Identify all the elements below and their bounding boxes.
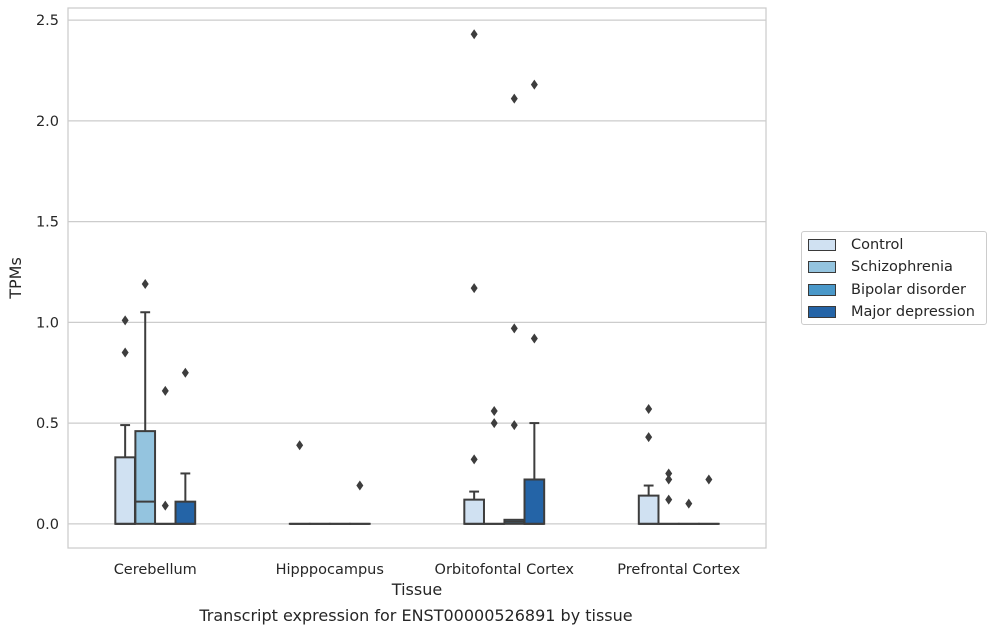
x-axis-label: Tissue — [391, 580, 442, 599]
legend-label-bipolar-disorder: Bipolar disorder — [851, 282, 966, 298]
outlier-point — [705, 474, 713, 485]
outlier-point — [121, 347, 129, 358]
x-tick-label: Prefrontal Cortex — [617, 562, 740, 578]
x-tick-label: Orbitofontal Cortex — [435, 562, 575, 578]
outlier-point — [296, 440, 304, 451]
outlier-point — [510, 420, 518, 431]
legend-label-control: Control — [851, 237, 904, 253]
y-tick-label: 2.5 — [36, 13, 59, 29]
y-tick-labels: 0.0 0.5 1.0 1.5 2.0 2.5 — [36, 13, 59, 533]
box-major-depression-hipppocampus — [349, 480, 371, 525]
legend-swatch-schizophrenia — [808, 261, 836, 273]
box-body — [174, 500, 197, 525]
box-control-cerebellum — [114, 315, 136, 525]
box-bipolar-disorder-orbitofontal-cortex — [503, 93, 526, 525]
legend-item-bipolar-disorder: Bipolar disorder — [808, 281, 966, 299]
box-major-depression-prefrontal-cortex — [698, 474, 720, 525]
y-tick-label: 0.5 — [36, 416, 59, 432]
outlier-point — [645, 403, 653, 414]
outlier-point — [490, 418, 498, 429]
outlier-point — [161, 385, 169, 396]
box-body — [637, 494, 660, 525]
legend-item-major-depression: Major depression — [808, 303, 975, 321]
outlier-point — [530, 79, 538, 90]
outlier-point — [665, 474, 673, 485]
box-body — [463, 498, 485, 525]
legend-swatch-control — [808, 239, 836, 251]
outlier-point — [510, 93, 518, 104]
outlier-point — [645, 432, 653, 443]
outlier-point — [530, 333, 538, 344]
outlier-point — [470, 283, 478, 294]
box-body — [523, 478, 546, 525]
box-major-depression-cerebellum — [174, 367, 197, 525]
outlier-point — [665, 494, 673, 505]
chart-caption: Transcript expression for ENST0000052689… — [199, 606, 633, 625]
legend-label-schizophrenia: Schizophrenia — [851, 259, 953, 275]
outlier-point — [470, 454, 478, 465]
y-tick-label: 2.0 — [36, 114, 59, 130]
box-schizophrenia-cerebellum — [134, 279, 157, 525]
legend-item-control: Control — [808, 236, 903, 254]
x-tick-labels: Cerebellum Hipppocampus Orbitofontal Corte… — [114, 562, 741, 578]
outlier-point — [121, 315, 129, 326]
y-axis-label: TPMs — [6, 257, 25, 300]
outlier-point — [161, 500, 169, 511]
legend-swatch-bipolar-disorder — [808, 284, 836, 296]
outlier-point — [685, 498, 693, 509]
box-schizophrenia-prefrontal-cortex — [657, 468, 680, 525]
outlier-point — [490, 405, 498, 416]
legend-item-schizophrenia: Schizophrenia — [808, 258, 953, 276]
box-major-depression-orbitofontal-cortex — [523, 79, 546, 525]
y-tick-label: 1.0 — [36, 315, 59, 331]
legend-label-major-depression: Major depression — [851, 304, 975, 320]
box-series — [114, 29, 720, 525]
box-body — [134, 430, 157, 525]
outlier-point — [181, 367, 189, 378]
outlier-point — [141, 279, 149, 290]
legend: Control Schizophrenia Bipolar disorder M… — [801, 231, 987, 325]
plot-area — [67, 7, 767, 549]
outlier-point — [356, 480, 364, 491]
x-tick-label: Hipppocampus — [276, 562, 384, 578]
box-body — [114, 456, 136, 525]
legend-swatch-major-depression — [808, 306, 836, 318]
box-control-prefrontal-cortex — [637, 403, 660, 525]
outlier-point — [510, 323, 518, 334]
x-tick-label: Cerebellum — [114, 562, 197, 578]
y-tick-label: 0.0 — [36, 517, 59, 533]
box-control-orbitofontal-cortex — [463, 29, 485, 525]
outlier-point — [665, 468, 673, 479]
outlier-point — [470, 29, 478, 40]
y-tick-label: 1.5 — [36, 215, 59, 231]
